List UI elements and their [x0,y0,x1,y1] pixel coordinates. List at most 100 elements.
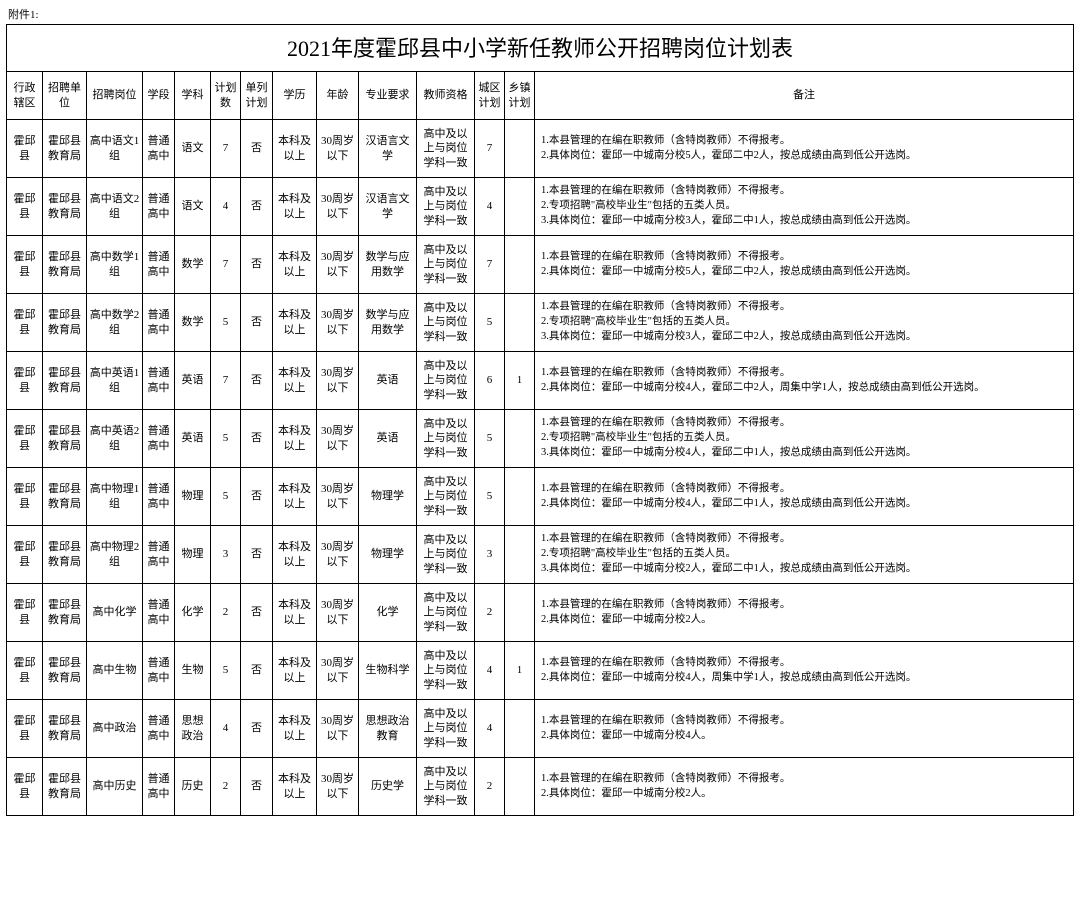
cell-single: 否 [241,294,273,352]
cell-district: 霍邱县 [7,642,43,700]
cell-position: 高中语文1组 [87,120,143,178]
table-row: 霍邱县霍邱县教育局高中语文1组普通高中语文7否本科及以上30周岁以下汉语言文学高… [7,120,1074,178]
table-row: 霍邱县霍邱县教育局高中数学1组普通高中数学7否本科及以上30周岁以下数学与应用数… [7,236,1074,294]
cell-rural: 1 [505,352,535,410]
cell-plan: 5 [211,642,241,700]
cell-plan: 4 [211,178,241,236]
cell-remarks: 1.本县管理的在编在职教师（含特岗教师）不得报考。2.具体岗位：霍邱一中城南分校… [535,642,1074,700]
cell-age: 30周岁以下 [317,352,359,410]
cell-single: 否 [241,584,273,642]
cell-urban: 2 [475,584,505,642]
cell-edu: 本科及以上 [273,236,317,294]
cell-position: 高中英语1组 [87,352,143,410]
cell-stage: 普通高中 [143,584,175,642]
col-header: 城区计划 [475,72,505,120]
col-header: 招聘岗位 [87,72,143,120]
cell-stage: 普通高中 [143,758,175,816]
cell-subject: 数学 [175,236,211,294]
cell-subject: 英语 [175,352,211,410]
cell-plan: 7 [211,352,241,410]
cell-rural [505,120,535,178]
cell-single: 否 [241,178,273,236]
cell-age: 30周岁以下 [317,468,359,526]
cell-age: 30周岁以下 [317,758,359,816]
cell-position: 高中化学 [87,584,143,642]
cell-plan: 5 [211,294,241,352]
cell-age: 30周岁以下 [317,294,359,352]
cell-qual: 高中及以上与岗位学科一致 [417,468,475,526]
cell-edu: 本科及以上 [273,642,317,700]
col-header: 年龄 [317,72,359,120]
table-row: 霍邱县霍邱县教育局高中化学普通高中化学2否本科及以上30周岁以下化学高中及以上与… [7,584,1074,642]
cell-qual: 高中及以上与岗位学科一致 [417,642,475,700]
cell-qual: 高中及以上与岗位学科一致 [417,526,475,584]
cell-single: 否 [241,526,273,584]
cell-major: 生物科学 [359,642,417,700]
cell-qual: 高中及以上与岗位学科一致 [417,700,475,758]
cell-urban: 2 [475,758,505,816]
cell-qual: 高中及以上与岗位学科一致 [417,294,475,352]
cell-subject: 物理 [175,526,211,584]
cell-major: 思想政治教育 [359,700,417,758]
cell-district: 霍邱县 [7,120,43,178]
cell-age: 30周岁以下 [317,526,359,584]
col-header: 计划数 [211,72,241,120]
col-header: 学科 [175,72,211,120]
cell-urban: 3 [475,526,505,584]
table-row: 霍邱县霍邱县教育局高中英语1组普通高中英语7否本科及以上30周岁以下英语高中及以… [7,352,1074,410]
cell-major: 数学与应用数学 [359,294,417,352]
cell-unit: 霍邱县教育局 [43,526,87,584]
cell-subject: 英语 [175,410,211,468]
cell-age: 30周岁以下 [317,236,359,294]
cell-single: 否 [241,758,273,816]
table-row: 霍邱县霍邱县教育局高中语文2组普通高中语文4否本科及以上30周岁以下汉语言文学高… [7,178,1074,236]
cell-district: 霍邱县 [7,526,43,584]
cell-position: 高中数学2组 [87,294,143,352]
cell-rural [505,526,535,584]
cell-remarks: 1.本县管理的在编在职教师（含特岗教师）不得报考。2.专项招聘"高校毕业生"包括… [535,294,1074,352]
cell-district: 霍邱县 [7,236,43,294]
cell-qual: 高中及以上与岗位学科一致 [417,410,475,468]
cell-stage: 普通高中 [143,700,175,758]
cell-urban: 4 [475,642,505,700]
cell-urban: 7 [475,236,505,294]
table-row: 霍邱县霍邱县教育局高中物理2组普通高中物理 3 否本科及以上30周岁以下物理学高中及… [7,526,1074,584]
cell-district: 霍邱县 [7,758,43,816]
cell-major: 化学 [359,584,417,642]
cell-plan: 7 [211,236,241,294]
cell-remarks: 1.本县管理的在编在职教师（含特岗教师）不得报考。2.专项招聘"高校毕业生"包括… [535,410,1074,468]
cell-position: 高中物理2组 [87,526,143,584]
cell-single: 否 [241,410,273,468]
cell-rural [505,584,535,642]
col-header: 学段 [143,72,175,120]
cell-stage: 普通高中 [143,120,175,178]
cell-stage: 普通高中 [143,468,175,526]
cell-edu: 本科及以上 [273,526,317,584]
cell-edu: 本科及以上 [273,700,317,758]
cell-plan: 7 [211,120,241,178]
cell-plan: 5 [211,468,241,526]
cell-edu: 本科及以上 [273,352,317,410]
table-row: 霍邱县霍邱县教育局高中英语2组普通高中英语5否本科及以上30周岁以下英语高中及以… [7,410,1074,468]
cell-edu: 本科及以上 [273,410,317,468]
cell-urban: 5 [475,294,505,352]
cell-remarks: 1.本县管理的在编在职教师（含特岗教师）不得报考。2.具体岗位：霍邱一中城南分校… [535,758,1074,816]
cell-stage: 普通高中 [143,642,175,700]
cell-urban: 6 [475,352,505,410]
cell-age: 30周岁以下 [317,120,359,178]
table-row: 霍邱县霍邱县教育局高中生物普通高中生物5否本科及以上30周岁以下生物科学高中及以… [7,642,1074,700]
cell-position: 高中英语2组 [87,410,143,468]
cell-stage: 普通高中 [143,178,175,236]
table-row: 霍邱县霍邱县教育局高中物理1组普通高中物理5否本科及以上30周岁以下物理学高中及… [7,468,1074,526]
cell-single: 否 [241,468,273,526]
cell-subject: 物理 [175,468,211,526]
cell-stage: 普通高中 [143,410,175,468]
cell-position: 高中生物 [87,642,143,700]
cell-remarks: 1.本县管理的在编在职教师（含特岗教师）不得报考。2.具体岗位：霍邱一中城南分校… [535,584,1074,642]
cell-age: 30周岁以下 [317,178,359,236]
cell-rural [505,236,535,294]
cell-stage: 普通高中 [143,526,175,584]
cell-major: 物理学 [359,526,417,584]
cell-remarks: 1.本县管理的在编在职教师（含特岗教师）不得报考。2.具体岗位：霍邱一中城南分校… [535,700,1074,758]
table-row: 霍邱县霍邱县教育局高中历史普通高中历史2否本科及以上30周岁以下历史学高中及以上… [7,758,1074,816]
